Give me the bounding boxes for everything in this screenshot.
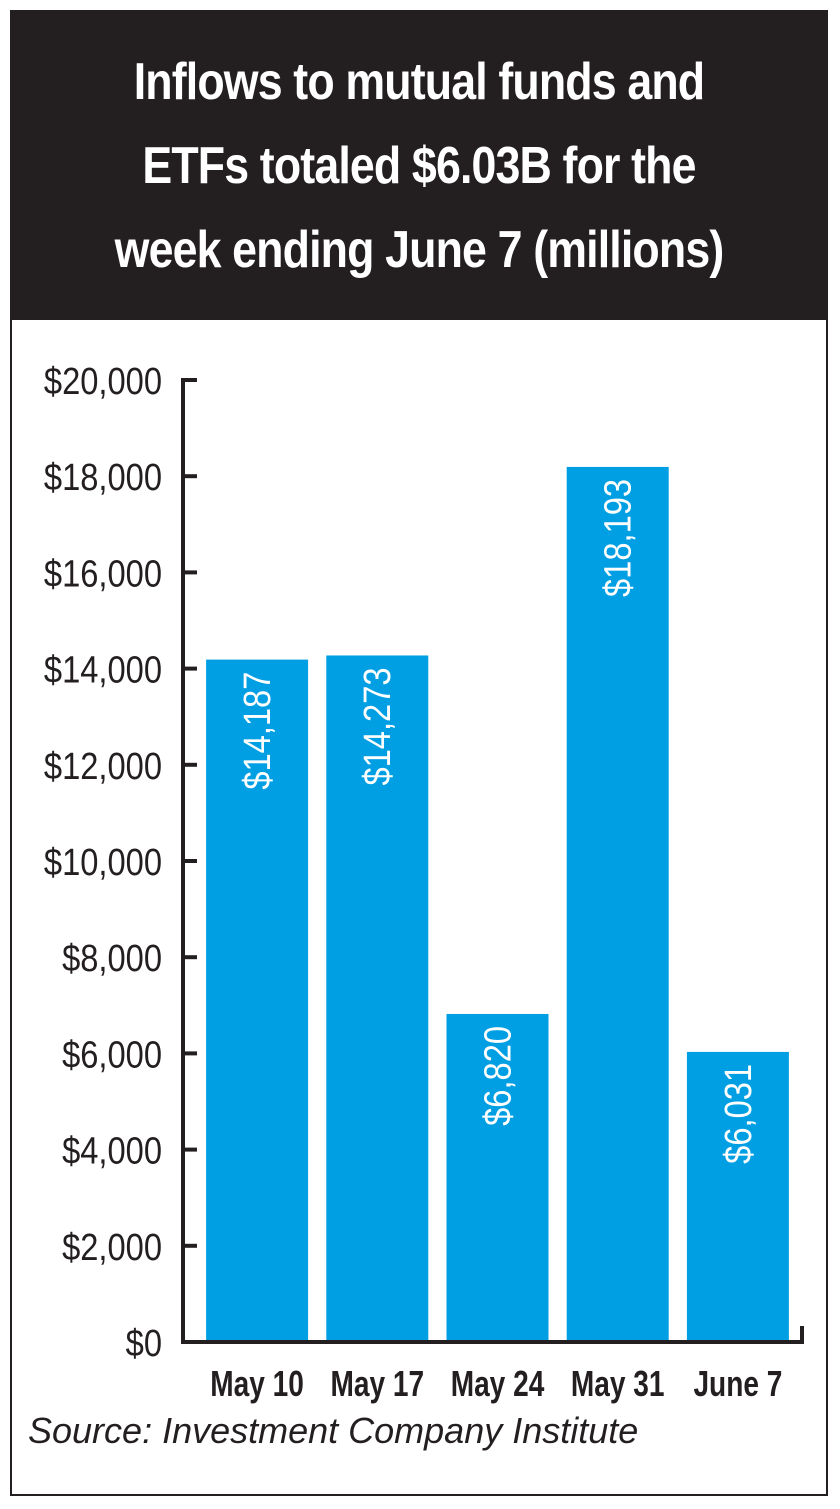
x-axis: May 10 May 17 May 24 May 31 June 7: [181, 1326, 804, 1404]
x-tick-label: May 24: [451, 1364, 545, 1404]
y-tick-label: $2,000: [62, 1225, 162, 1268]
y-tick-label: $6,000: [62, 1033, 162, 1076]
bar-value-label: $6,031: [716, 1064, 759, 1164]
y-tick-label: $14,000: [44, 648, 162, 691]
bars: $14,187 $14,273 $6,820 $18,193 $6,031: [206, 466, 789, 1342]
y-tick-label: $18,000: [44, 456, 162, 499]
y-tick-label: $0: [126, 1322, 162, 1365]
bar: [326, 655, 429, 1342]
bar-value-label: $18,193: [596, 479, 639, 597]
x-tick-label: May 10: [210, 1364, 304, 1404]
y-tick-label: $8,000: [62, 937, 162, 980]
y-tick-label: $16,000: [44, 552, 162, 595]
title-banner: Inflows to mutual funds and ETFs totaled…: [12, 12, 826, 320]
bar: [446, 1013, 549, 1342]
y-tick-label: $4,000: [62, 1129, 162, 1172]
x-tick-label: June 7: [693, 1364, 782, 1404]
y-axis: $0 $2,000 $4,000 $6,000 $8,000 $10,000 $12,000…: [44, 360, 197, 1365]
bar-value-label: $14,187: [236, 672, 279, 790]
source-note: Source: Investment Company Institute: [28, 1410, 639, 1451]
chart-title: Inflows to mutual funds and ETFs totaled…: [114, 53, 725, 279]
y-tick-label: $20,000: [44, 360, 162, 403]
x-tick-label: May 17: [330, 1364, 424, 1404]
x-tick-label: May 31: [571, 1364, 665, 1404]
bar: [686, 1051, 789, 1342]
bar-value-label: $14,273: [356, 667, 399, 785]
bar: [206, 659, 309, 1342]
y-tick-label: $12,000: [44, 744, 162, 787]
bar-value-label: $6,820: [476, 1026, 519, 1126]
bar: [566, 466, 669, 1342]
y-tick-label: $10,000: [44, 841, 162, 884]
